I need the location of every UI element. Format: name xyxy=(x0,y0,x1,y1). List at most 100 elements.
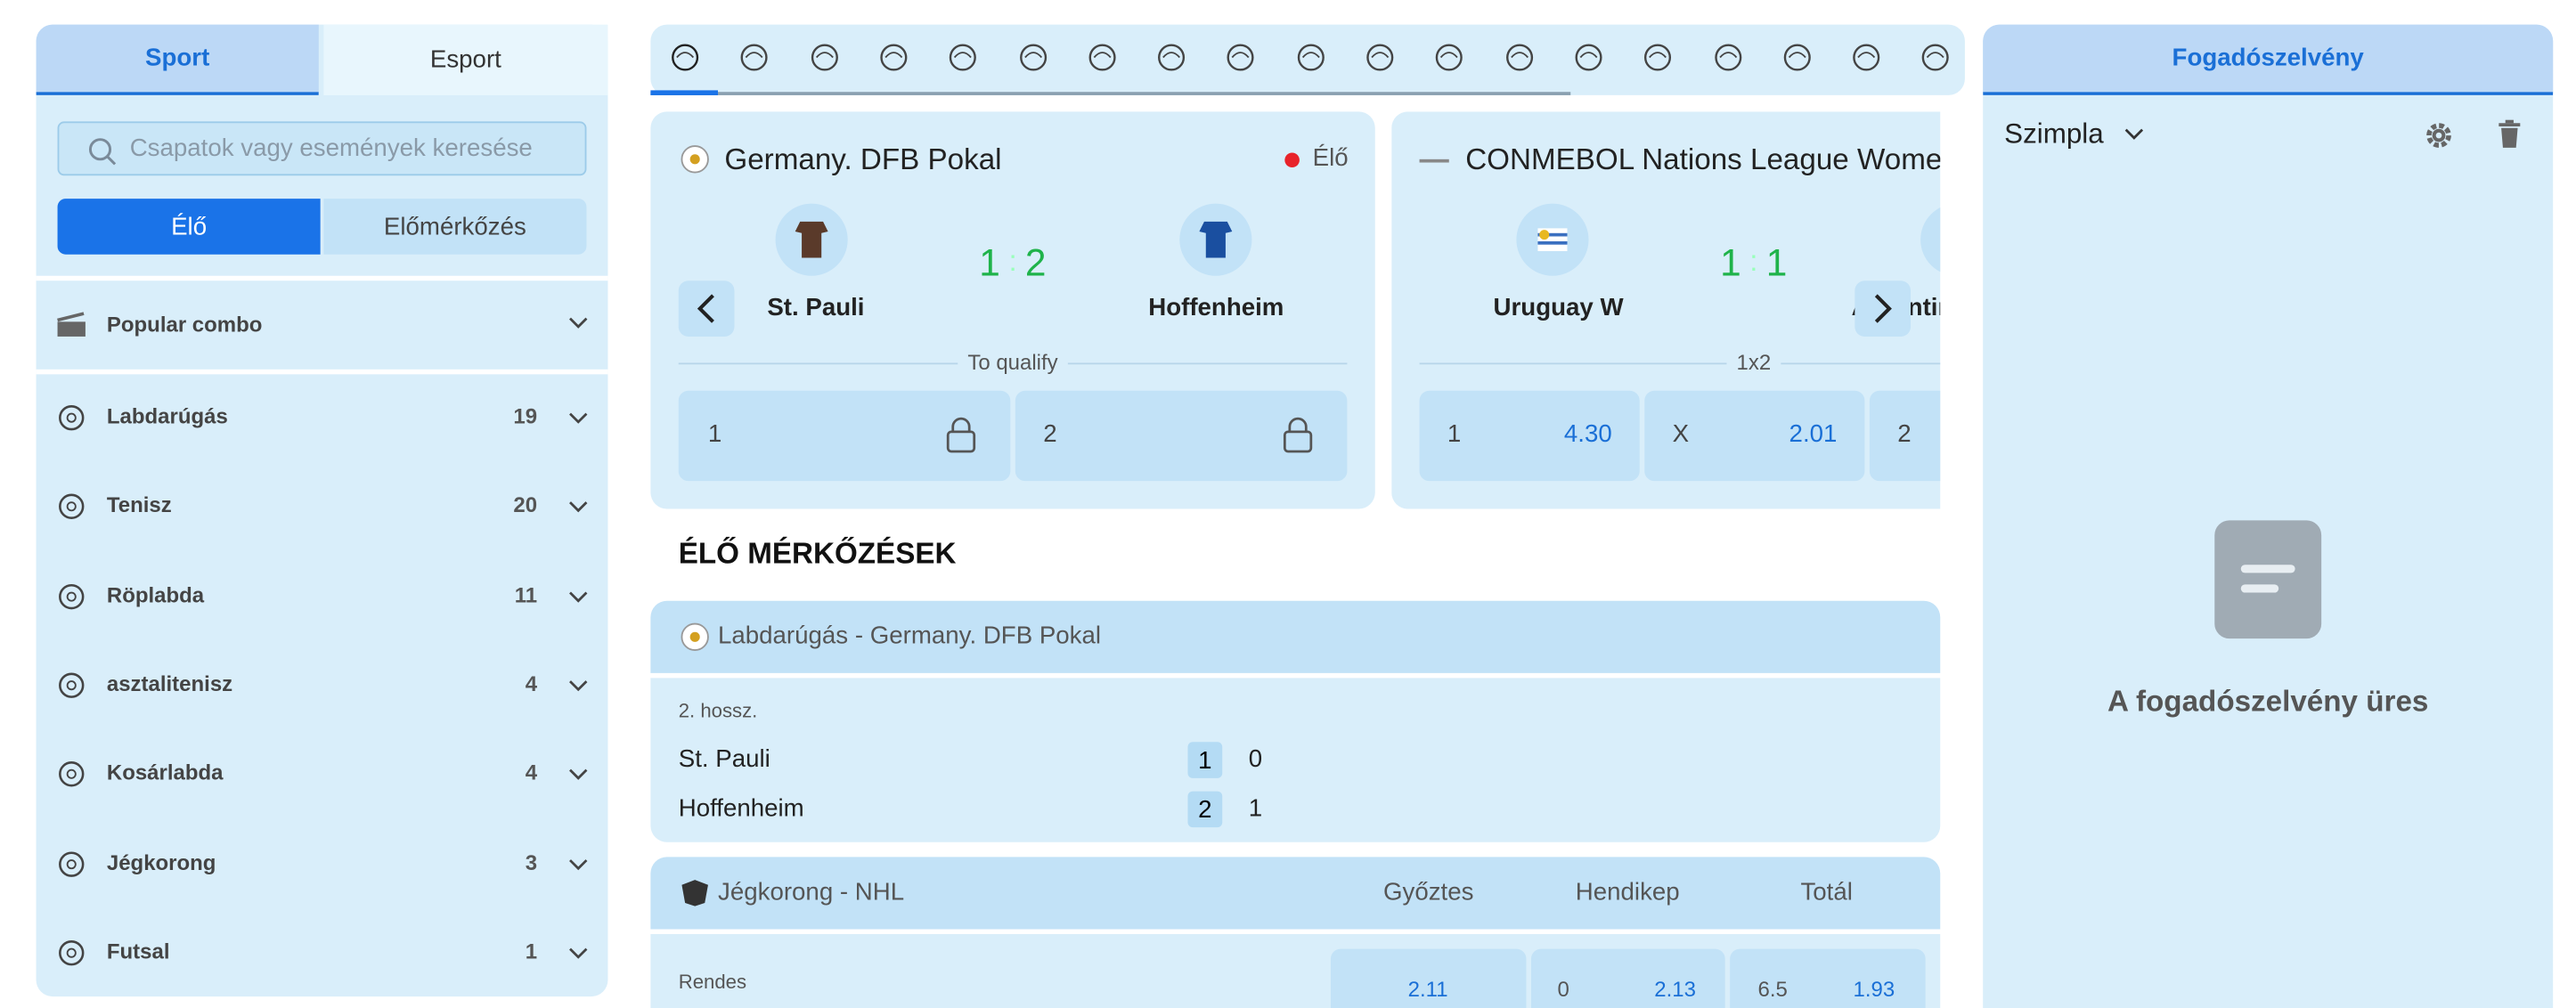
odd-button[interactable]: 2 xyxy=(1869,390,1941,482)
total-line: 6.5 xyxy=(1757,976,1788,1002)
sport-tab-icon[interactable] xyxy=(671,43,700,72)
sport-tab-icon[interactable] xyxy=(1504,43,1534,72)
event-header[interactable] xyxy=(650,857,1941,930)
odd-button[interactable]: 2 xyxy=(1015,390,1348,482)
bet-mode[interactable]: Szimpla xyxy=(2004,118,2104,150)
score-sep: : xyxy=(1749,244,1758,278)
settings-icon[interactable] xyxy=(2425,121,2452,149)
sport-tab-icon[interactable] xyxy=(740,43,770,72)
odd-button[interactable]: X 2.01 xyxy=(1644,390,1865,482)
chevron xyxy=(569,769,588,781)
sport-icon xyxy=(59,494,85,520)
event-body[interactable] xyxy=(650,934,1941,1008)
home-team: St. Pauli xyxy=(767,294,865,322)
empty-message: A fogadószelvény üres xyxy=(2107,683,2429,717)
odd-button[interactable]: 2.11 xyxy=(1330,948,1527,1008)
sidebar xyxy=(36,24,608,997)
score-home: 1 xyxy=(979,241,1000,284)
delete-icon[interactable] xyxy=(2497,119,2522,150)
prematch-button[interactable]: Előmérkőzés xyxy=(323,199,587,255)
sport-tab-icon[interactable] xyxy=(810,43,839,72)
betslip xyxy=(1983,24,2554,1008)
odd-value: 2.01 xyxy=(1789,419,1838,449)
column-header: Totál xyxy=(1800,878,1853,906)
odd-button[interactable]: 1 4.30 xyxy=(1419,390,1640,482)
sport-icon xyxy=(59,761,85,787)
league-icon xyxy=(1419,159,1449,163)
event-header[interactable] xyxy=(650,600,1941,673)
search-box[interactable]: Csapatok vagy események keresése xyxy=(57,121,587,176)
esport-tab[interactable]: Esport xyxy=(323,24,608,95)
sport-tab-icon[interactable] xyxy=(1088,43,1117,72)
active-indicator xyxy=(650,90,719,95)
sport-tab-icon[interactable] xyxy=(1227,43,1256,72)
combo-icon xyxy=(57,312,86,337)
event-body[interactable] xyxy=(650,678,1941,842)
away-team: Hoffenheim xyxy=(1148,294,1284,322)
next-button[interactable] xyxy=(1855,280,1912,337)
league-icon xyxy=(681,145,709,174)
odd-value: 1.93 xyxy=(1853,976,1895,1002)
event-league: Labdarúgás - Germany. DFB Pokal xyxy=(718,622,1102,651)
sport-name[interactable]: Tenisz xyxy=(106,492,172,518)
chevron xyxy=(569,317,588,329)
sport-icon xyxy=(59,850,85,876)
prev-button[interactable] xyxy=(678,280,735,337)
league-name: Germany. DFB Pokal xyxy=(724,142,1002,176)
chevron xyxy=(569,590,588,602)
team-name: St. Pauli xyxy=(678,744,770,774)
section-title: ÉLŐ MÉRKŐZÉSEK xyxy=(678,536,957,570)
sport-tab-icon[interactable] xyxy=(1852,43,1881,72)
popular-combo[interactable]: Popular combo xyxy=(106,312,263,337)
score: 1 xyxy=(1248,794,1263,823)
odd-label: 1 xyxy=(707,419,722,449)
sport-icon xyxy=(59,583,85,609)
row-label: Rendes xyxy=(678,970,747,994)
handicap-line: 0 xyxy=(1557,976,1569,1002)
sport-tab-icon[interactable] xyxy=(1435,43,1464,72)
sport-tab-icon[interactable] xyxy=(1018,43,1048,72)
live-label: Élő xyxy=(1312,144,1349,173)
sport-tab-icon[interactable] xyxy=(1296,43,1325,72)
sport-tab-icon[interactable] xyxy=(1782,43,1812,72)
sport-name[interactable]: Jégkorong xyxy=(106,849,216,874)
odd-button[interactable]: 6.5 1.93 xyxy=(1730,948,1926,1008)
team-name: Hoffenheim xyxy=(678,794,804,823)
live-button[interactable]: Élő xyxy=(57,199,321,255)
sport-name[interactable]: Labdarúgás xyxy=(106,403,228,429)
sport-tab-icon[interactable] xyxy=(1157,43,1186,72)
scroll-track xyxy=(650,92,1571,95)
odd-value: 4.30 xyxy=(1563,419,1612,449)
sport-count: 19 xyxy=(513,403,538,429)
empty-icon xyxy=(2214,520,2322,639)
sport-tab-icon[interactable] xyxy=(1574,43,1603,72)
chevron xyxy=(569,501,588,513)
sport-name[interactable]: Röplabda xyxy=(106,581,205,607)
sport-tab[interactable]: Sport xyxy=(36,24,319,95)
sport-tab-icon[interactable] xyxy=(1921,43,1951,72)
odd-button[interactable]: 0 2.13 xyxy=(1530,948,1725,1008)
odd-label: 1 xyxy=(1447,419,1462,449)
sport-tab-icon[interactable] xyxy=(1643,43,1673,72)
sport-tab-icon[interactable] xyxy=(1713,43,1742,72)
lock-icon xyxy=(1283,417,1313,453)
sport-icon xyxy=(59,672,85,698)
sport-name[interactable]: Futsal xyxy=(106,939,170,963)
odd-button[interactable]: 1 xyxy=(678,390,1011,482)
sport-tab-icon[interactable] xyxy=(879,43,909,72)
score-away: 1 xyxy=(1765,241,1788,284)
sport-icon xyxy=(59,405,85,431)
sport-tab-icon[interactable] xyxy=(949,43,978,72)
score: 0 xyxy=(1248,744,1263,774)
odd-label: X xyxy=(1672,419,1690,449)
market-name: To qualify xyxy=(958,349,1068,375)
sport-tab-icon[interactable] xyxy=(1365,43,1395,72)
betslip-title[interactable]: Fogadószelvény xyxy=(1983,24,2554,95)
sport-count: 11 xyxy=(514,581,538,607)
sport-name[interactable]: asztalitenisz xyxy=(106,671,233,696)
period-score: 1 xyxy=(1187,742,1223,778)
market-name: 1x2 xyxy=(1726,349,1781,375)
divider xyxy=(1419,362,1941,365)
sport-name[interactable]: Kosárlabda xyxy=(106,760,224,785)
